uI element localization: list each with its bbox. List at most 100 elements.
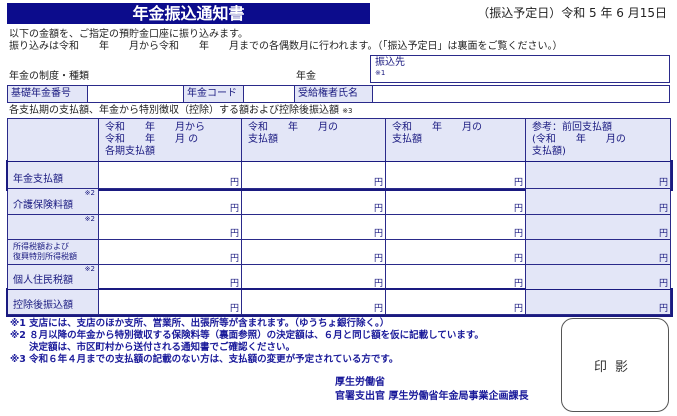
footnote: ※1 支店には、支店のほか支所、営業所、出張所等が含まれます。（ゆうちょ銀行除く… (10, 318, 390, 329)
amount-cell: 円 (525, 188, 671, 215)
column-header-line: 令和 年 月の (392, 122, 482, 133)
row-note: ※2 (84, 215, 95, 223)
column-header-line: 支払額) (532, 146, 566, 157)
yen-unit: 円 (373, 279, 383, 289)
row-label: 所得税額および 復興特別所得税額 (7, 239, 99, 265)
amount-cell: 円 (385, 188, 526, 215)
footnote: ※3 令和６年４月までの支払額の記載のない方は、支払額の変更が予定されている方で… (10, 354, 399, 365)
yen-unit: 円 (513, 178, 523, 188)
column-header-line: (令和 年 月の (532, 134, 626, 145)
document-title: 年金振込通知書 (7, 3, 370, 24)
amount-cell: 円 (385, 239, 526, 265)
column-header-2: 令和 年 月の 支払額 (241, 118, 386, 162)
yen-unit: 円 (658, 204, 668, 214)
yen-unit: 円 (373, 178, 383, 188)
amount-cell: 円 (525, 161, 671, 189)
amount-cell: 円 (525, 289, 671, 315)
yen-unit: 円 (229, 178, 239, 188)
amount-cell: 円 (98, 289, 242, 315)
column-header-1: 令和 年 月から 令和 年 月 の各期支払額 (98, 118, 242, 162)
column-header-line: 支払額 (248, 134, 278, 145)
row-label-text: 年金支払額 (13, 174, 63, 185)
amount-cell: 円 (241, 239, 386, 265)
basic-pension-number-value (88, 86, 184, 102)
basic-pension-number-label: 基礎年金番号 (8, 86, 88, 102)
yen-unit: 円 (513, 204, 523, 214)
amount-cell: 円 (98, 264, 242, 290)
row-label-text: 所得税額および 復興特別所得税額 (13, 242, 77, 261)
issuer-ministry: 厚生労働省 (335, 377, 385, 388)
transfer-to-note: ※1 (375, 69, 386, 77)
amount-cell: 円 (241, 161, 386, 189)
yen-unit: 円 (229, 279, 239, 289)
table-caption-text: 各支払期の支払額、年金から特別徴収（控除）する額および控除後振込額 (9, 105, 339, 116)
column-header-line: 各期支払額 (105, 146, 155, 157)
recipient-name-label: 受給権者氏名 (295, 86, 373, 102)
amount-cell: 円 (98, 188, 242, 215)
column-header-line: 令和 年 月から (105, 122, 205, 133)
row-label: 控除後振込額 (7, 289, 99, 315)
yen-unit: 円 (513, 254, 523, 264)
row-label: 介護保険料額 ※2 (7, 188, 99, 215)
table-row: ※2 円 円 円 円 (7, 214, 671, 240)
footnotes: ※1 支店には、支店のほか支所、営業所、出張所等が含まれます。（ゆうちょ銀行除く… (10, 318, 484, 366)
column-header-3: 令和 年 月の 支払額 (385, 118, 526, 162)
yen-unit: 円 (658, 178, 668, 188)
column-header-line: 令和 年 月の (248, 122, 338, 133)
row-label-text: 個人住民税額 (13, 275, 73, 286)
amount-cell: 円 (525, 264, 671, 290)
yen-unit: 円 (658, 229, 668, 239)
yen-unit: 円 (513, 279, 523, 289)
yen-unit: 円 (229, 304, 239, 314)
amount-cell: 円 (241, 188, 386, 215)
yen-unit: 円 (658, 254, 668, 264)
table-caption-note: ※3 (342, 107, 353, 115)
table-row: 所得税額および 復興特別所得税額円 円 円 円 (7, 239, 671, 265)
intro-line-1: 以下の金額を、ご指定の預貯金口座に振り込みます。 (9, 29, 248, 40)
amount-cell: 円 (385, 161, 526, 189)
row-label-text: 介護保険料額 (13, 200, 73, 211)
column-header-line: 支払額 (392, 134, 422, 145)
amount-cell: 円 (241, 214, 386, 240)
yen-unit: 円 (229, 229, 239, 239)
yen-unit: 円 (373, 254, 383, 264)
yen-unit: 円 (513, 304, 523, 314)
table-row: 年金支払額 円 円 円 円 (5, 159, 673, 191)
scheduled-date: （振込予定日）令和 5 年 6 月15日 (477, 6, 667, 20)
row-note: ※2 (84, 265, 95, 273)
amount-cell: 円 (98, 239, 242, 265)
table-row: 控除後振込額 円 円 円 円 (5, 287, 673, 317)
row-label: 個人住民税額 ※2 (7, 264, 99, 290)
transfer-to-box: 振込先 ※1 (370, 55, 670, 83)
yen-unit: 円 (373, 204, 383, 214)
pension-code-value (244, 86, 295, 102)
yen-unit: 円 (373, 304, 383, 314)
table-row: 介護保険料額 ※2 円 円 円 円 (7, 188, 671, 215)
header-blank (7, 118, 99, 162)
recipient-name-value (373, 86, 669, 102)
footnote: 決定額は、市区町村から送付される通知書でご確認ください。 (10, 342, 296, 353)
pension-code-label: 年金コード (184, 86, 244, 102)
yen-unit: 円 (658, 304, 668, 314)
column-header-4: 参考：前回支払額 (令和 年 月の 支払額) (525, 118, 671, 162)
seal-box: 印影 (561, 318, 669, 412)
pension-suffix: 年金 (296, 71, 316, 82)
issuer-officer: 官署支出官 厚生労働省年金局事業企画課長 (335, 391, 529, 402)
amount-cell: 円 (98, 161, 242, 189)
amount-cell: 円 (525, 214, 671, 240)
amount-cell: 円 (98, 214, 242, 240)
amount-cell: 円 (525, 239, 671, 265)
yen-unit: 円 (229, 254, 239, 264)
id-row: 基礎年金番号 年金コード 受給権者氏名 (7, 85, 670, 103)
yen-unit: 円 (513, 229, 523, 239)
amount-cell: 円 (385, 289, 526, 315)
row-label: ※2 (7, 214, 99, 240)
column-header-line: 参考：前回支払額 (532, 122, 612, 133)
amount-cell: 円 (241, 289, 386, 315)
row-label-text: 控除後振込額 (13, 300, 73, 311)
pension-type-label: 年金の制度・種類 (9, 71, 89, 82)
amount-cell: 円 (241, 264, 386, 290)
issuer: 厚生労働省 官署支出官 厚生労働省年金局事業企画課長 (335, 376, 528, 404)
intro-line-2: 振り込みは令和 年 月から令和 年 月までの各偶数月に行われます。（「振込予定日… (9, 41, 563, 52)
payment-table: 令和 年 月から 令和 年 月 の各期支払額 令和 年 月の 支払額 令和 年 月の 支払… (5, 118, 673, 317)
